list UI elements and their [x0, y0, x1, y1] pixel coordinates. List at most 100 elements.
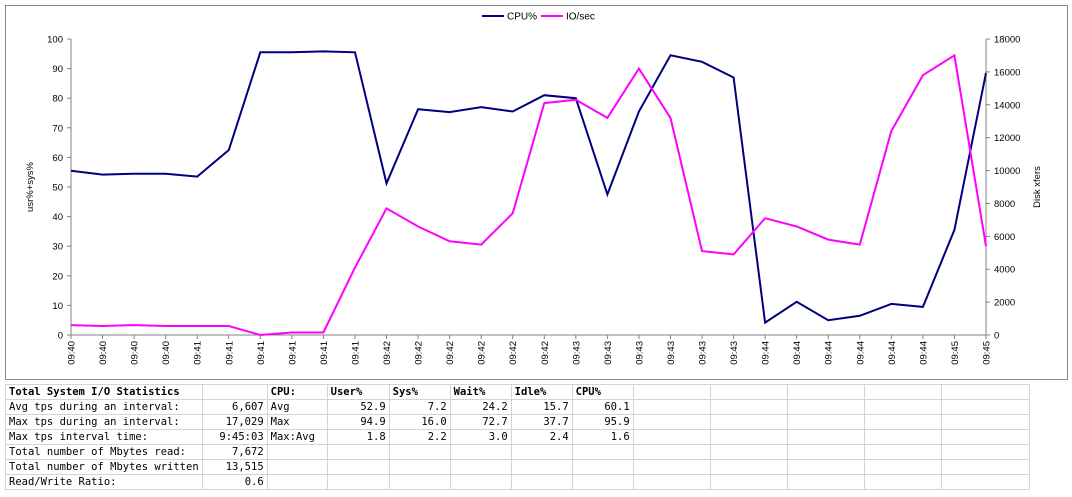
- empty-cell[interactable]: [863, 444, 942, 460]
- x-tick-label: 09:44: [918, 341, 929, 365]
- cell[interactable]: 94.9: [326, 414, 390, 430]
- header-cell[interactable]: User%: [326, 384, 390, 400]
- cell[interactable]: 0.6: [201, 474, 268, 490]
- empty-cell[interactable]: [632, 414, 711, 430]
- empty-cell[interactable]: [632, 429, 711, 445]
- empty-cell[interactable]: [449, 444, 512, 460]
- empty-cell[interactable]: [786, 414, 865, 430]
- cell[interactable]: 72.7: [449, 414, 512, 430]
- empty-cell[interactable]: [863, 384, 942, 400]
- empty-cell[interactable]: [940, 384, 1030, 400]
- header-cell[interactable]: Wait%: [449, 384, 512, 400]
- y-tick-label: 0: [58, 331, 63, 342]
- empty-cell[interactable]: [786, 384, 865, 400]
- empty-cell[interactable]: [786, 474, 865, 490]
- cell[interactable]: 7,672: [201, 444, 268, 460]
- cell[interactable]: 24.2: [449, 399, 512, 415]
- empty-cell[interactable]: [388, 459, 451, 475]
- empty-cell[interactable]: [940, 459, 1030, 475]
- empty-cell[interactable]: [940, 399, 1030, 415]
- empty-cell[interactable]: [510, 444, 573, 460]
- header-cell[interactable]: [201, 384, 268, 400]
- empty-cell[interactable]: [571, 474, 634, 490]
- empty-cell[interactable]: [863, 399, 942, 415]
- empty-cell[interactable]: [940, 414, 1030, 430]
- empty-cell[interactable]: [709, 459, 788, 475]
- empty-cell[interactable]: [709, 444, 788, 460]
- empty-cell[interactable]: [510, 459, 573, 475]
- empty-cell[interactable]: [632, 384, 711, 400]
- cell[interactable]: 16.0: [388, 414, 451, 430]
- y-tick-label: 70: [52, 123, 63, 134]
- cell[interactable]: 7.2: [388, 399, 451, 415]
- cell[interactable]: 1.8: [326, 429, 390, 445]
- chart-area[interactable]: 0 10 20 30 40 50 60 70 80 90 100 0 2000 4000 6000 8000 1…: [5, 5, 1068, 380]
- empty-cell[interactable]: [940, 429, 1030, 445]
- cell[interactable]: 95.9: [571, 414, 634, 430]
- empty-cell[interactable]: [709, 384, 788, 400]
- header-cell[interactable]: CPU%: [571, 384, 634, 400]
- empty-cell[interactable]: [449, 459, 512, 475]
- cell[interactable]: 2.4: [510, 429, 573, 445]
- header-cell[interactable]: Idle%: [510, 384, 573, 400]
- cell[interactable]: Max tps during an interval:: [5, 414, 203, 430]
- cell[interactable]: Avg: [266, 399, 328, 415]
- empty-cell[interactable]: [632, 444, 711, 460]
- cell[interactable]: Max tps interval time:: [5, 429, 203, 445]
- header-cell[interactable]: Total System I/O Statistics: [5, 384, 203, 400]
- empty-cell[interactable]: [632, 399, 711, 415]
- empty-cell[interactable]: [709, 414, 788, 430]
- empty-cell[interactable]: [388, 474, 451, 490]
- empty-cell[interactable]: [632, 459, 711, 475]
- cell[interactable]: 9:45:03: [201, 429, 268, 445]
- empty-cell[interactable]: [709, 474, 788, 490]
- cell[interactable]: Total number of Mbytes written: [5, 459, 203, 475]
- cell[interactable]: 1.6: [571, 429, 634, 445]
- empty-cell[interactable]: [571, 459, 634, 475]
- cell[interactable]: 13,515: [201, 459, 268, 475]
- header-cell[interactable]: Sys%: [388, 384, 451, 400]
- empty-cell[interactable]: [326, 474, 390, 490]
- cell[interactable]: Read/Write Ratio:: [5, 474, 203, 490]
- empty-cell[interactable]: [266, 444, 328, 460]
- table-row: Avg tps during an interval: 6,607 Avg 52…: [5, 399, 1030, 415]
- cell[interactable]: 6,607: [201, 399, 268, 415]
- x-tick-label: 09:42: [508, 341, 519, 365]
- cell[interactable]: Total number of Mbytes read:: [5, 444, 203, 460]
- empty-cell[interactable]: [266, 459, 328, 475]
- y2-tick-label: 16000: [994, 67, 1020, 78]
- empty-cell[interactable]: [449, 474, 512, 490]
- empty-cell[interactable]: [388, 444, 451, 460]
- empty-cell[interactable]: [786, 399, 865, 415]
- empty-cell[interactable]: [786, 429, 865, 445]
- cell[interactable]: 60.1: [571, 399, 634, 415]
- cell[interactable]: Max:Avg: [266, 429, 328, 445]
- empty-cell[interactable]: [940, 444, 1030, 460]
- cell[interactable]: 3.0: [449, 429, 512, 445]
- cell[interactable]: 17,029: [201, 414, 268, 430]
- empty-cell[interactable]: [266, 474, 328, 490]
- empty-cell[interactable]: [863, 459, 942, 475]
- cell[interactable]: 2.2: [388, 429, 451, 445]
- header-cell[interactable]: CPU:: [266, 384, 328, 400]
- legend-label: IO/sec: [566, 12, 595, 23]
- empty-cell[interactable]: [786, 444, 865, 460]
- cell[interactable]: 15.7: [510, 399, 573, 415]
- cell[interactable]: 52.9: [326, 399, 390, 415]
- empty-cell[interactable]: [709, 399, 788, 415]
- empty-cell[interactable]: [326, 444, 390, 460]
- empty-cell[interactable]: [326, 459, 390, 475]
- empty-cell[interactable]: [863, 429, 942, 445]
- empty-cell[interactable]: [571, 444, 634, 460]
- cell[interactable]: Avg tps during an interval:: [5, 399, 203, 415]
- empty-cell[interactable]: [863, 474, 942, 490]
- empty-cell[interactable]: [940, 474, 1030, 490]
- empty-cell[interactable]: [632, 474, 711, 490]
- cell[interactable]: 37.7: [510, 414, 573, 430]
- y-tick-label: 90: [52, 64, 63, 75]
- empty-cell[interactable]: [786, 459, 865, 475]
- cell[interactable]: Max: [266, 414, 328, 430]
- empty-cell[interactable]: [709, 429, 788, 445]
- empty-cell[interactable]: [510, 474, 573, 490]
- empty-cell[interactable]: [863, 414, 942, 430]
